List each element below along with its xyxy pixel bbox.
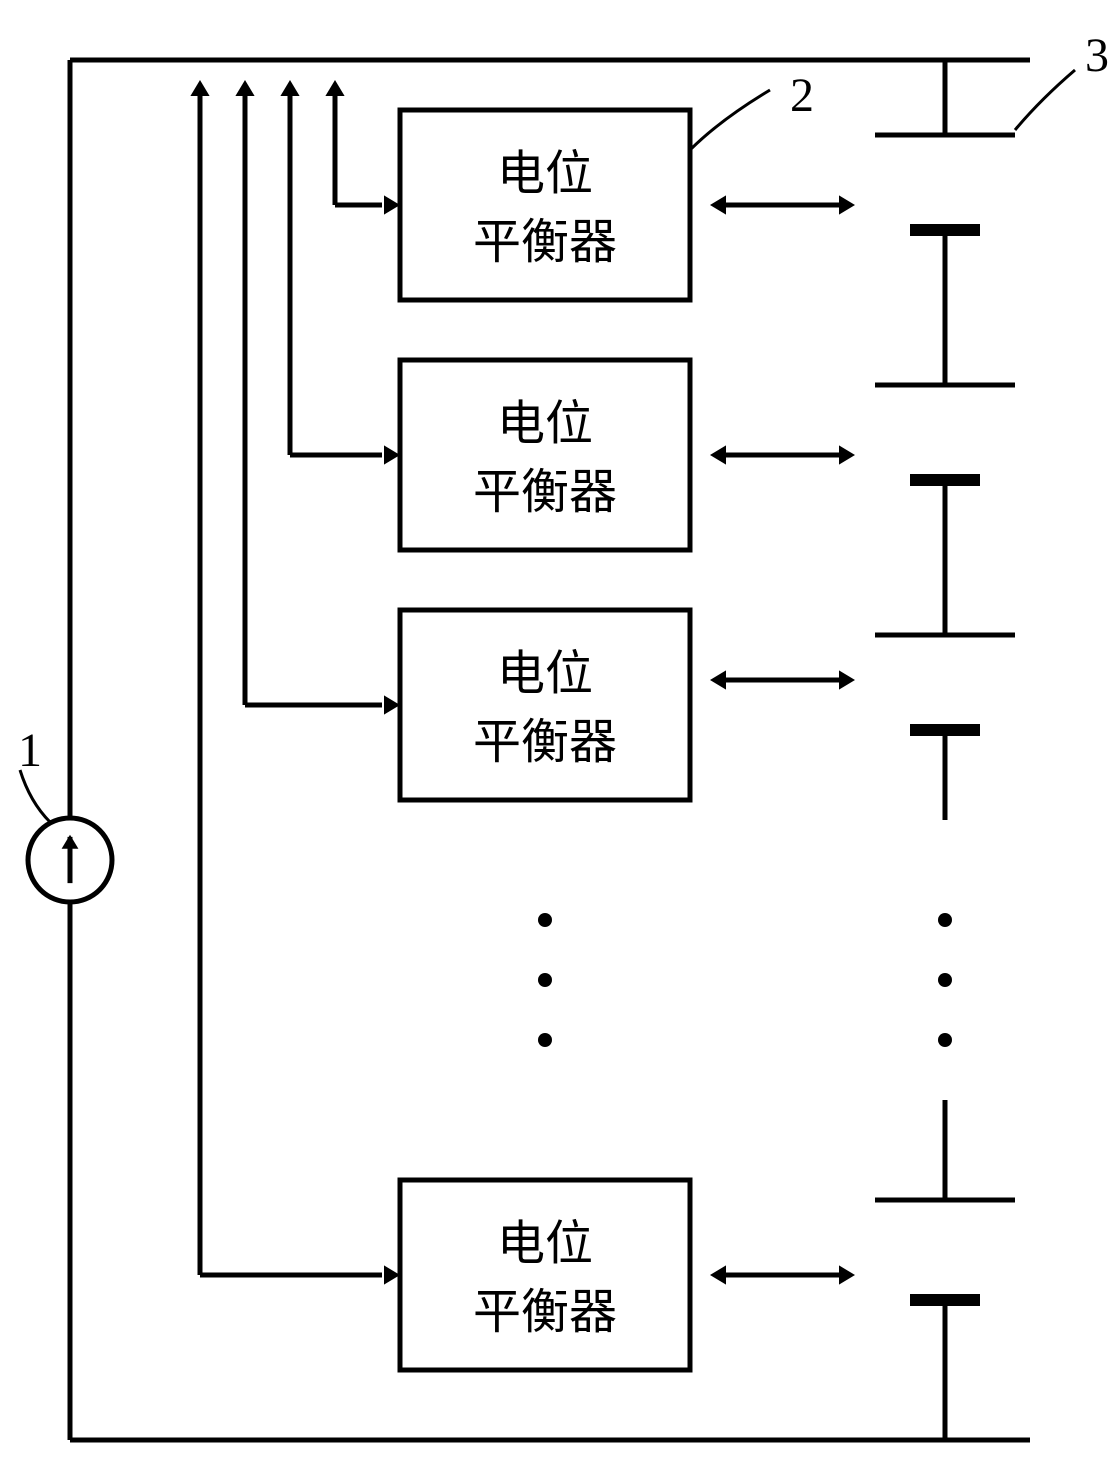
balancer-text-line2: 平衡器 — [473, 466, 617, 519]
balancer-box — [400, 610, 690, 800]
leader-balancer — [690, 90, 770, 150]
balancer-box — [400, 360, 690, 550]
leader-source — [20, 770, 50, 822]
balancer-text-line1: 电位 — [497, 147, 593, 200]
label-battery-number: 3 — [1085, 29, 1109, 82]
leader-battery — [1015, 70, 1075, 130]
balancer-text-line2: 平衡器 — [473, 1286, 617, 1339]
ellipsis-dot — [938, 913, 952, 927]
balancer-box — [400, 110, 690, 300]
label-balancer-number: 2 — [790, 69, 814, 122]
label-source-number: 1 — [18, 724, 42, 777]
ellipsis-dot — [938, 1033, 952, 1047]
balancer-text-line1: 电位 — [497, 647, 593, 700]
balancer-text-line2: 平衡器 — [473, 216, 617, 269]
balancer-text-line1: 电位 — [497, 1217, 593, 1270]
balancer-box — [400, 1180, 690, 1370]
ellipsis-dot — [938, 973, 952, 987]
ellipsis-dot — [538, 913, 552, 927]
balancer-text-line1: 电位 — [497, 397, 593, 450]
balancer-text-line2: 平衡器 — [473, 716, 617, 769]
ellipsis-dot — [538, 973, 552, 987]
ellipsis-dot — [538, 1033, 552, 1047]
